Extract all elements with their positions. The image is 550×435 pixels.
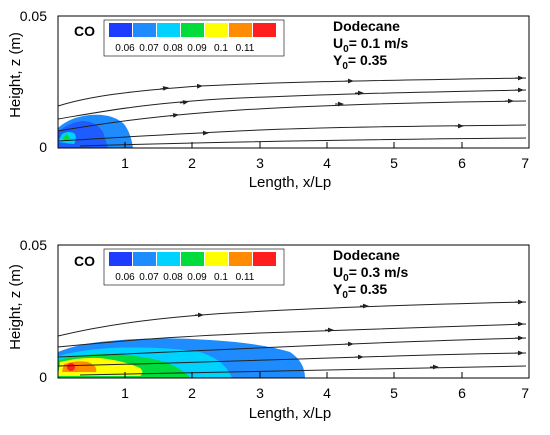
panel-1-u0: U0= 0.1 m/s	[333, 35, 408, 55]
panel-2-xtick-6: 6	[458, 385, 466, 401]
panel-2-legend-level-4: 0.09	[187, 272, 207, 283]
panel-2-streamline-3	[57, 337, 527, 358]
panel-1-legend-level-5: 0.1	[214, 43, 228, 54]
panel-1-legend-variable: CO	[74, 23, 95, 39]
panel-1-xtick-4: 4	[323, 155, 331, 171]
panel-1-legend-level-2: 0.07	[139, 43, 159, 54]
panel-2-plot-frame	[57, 244, 530, 379]
panel-1-legend-swatch-2	[133, 23, 156, 37]
panel-1-legend-swatch-3	[157, 23, 180, 37]
panel-1-xticks	[124, 142, 463, 148]
panel-1-xtick-5: 5	[390, 155, 398, 171]
panel-2-ylabel: Height, z (m)	[7, 264, 24, 350]
panel-2-legend: CO 0.06 0.07 0.08 0.09 0.1 0.11	[74, 248, 285, 286]
panel-1-legend-swatch-4	[181, 23, 204, 37]
panel-1-xlabel: Length, x/Lp	[249, 174, 332, 191]
panel-1-y0: Y0= 0.35	[333, 52, 387, 72]
panel-1-flame-region	[58, 114, 133, 148]
panel-2-streamline-1	[57, 301, 527, 337]
panel-1-legend-swatch-7	[253, 23, 276, 37]
panel-2-legend-swatch-4	[181, 252, 204, 266]
panel-1-legend: CO 0.06 0.07 0.08 0.09 0.1 0.11	[74, 19, 285, 57]
panel-1-legend-swatch-1	[109, 23, 132, 37]
panel-2-legend-level-5: 0.1	[214, 272, 228, 283]
panel-2-xtick-5: 5	[390, 385, 398, 401]
panel-2-ytick-bottom: 0	[39, 369, 47, 385]
panel-2-annotation: Dodecane U0= 0.3 m/s Y0= 0.35	[333, 247, 408, 301]
panel-1-legend-level-1: 0.06	[115, 43, 135, 54]
panel-2-streamline-2	[57, 323, 527, 348]
panel-2-legend-level-6: 0.11	[236, 272, 255, 283]
panel-1: Height, z (m) 0.05 0	[7, 8, 530, 191]
panel-2-legend-swatch-3	[157, 252, 180, 266]
panel-2-fuel: Dodecane	[333, 247, 400, 263]
panel-2-xticks	[124, 372, 463, 378]
panel-2-xtick-3: 3	[256, 385, 264, 401]
panel-1-xtick-6: 6	[458, 155, 466, 171]
panel-1-streamline-1	[57, 77, 527, 107]
panel-2-flame-region	[58, 338, 305, 378]
panel-1-streamlines	[57, 75, 527, 147]
panel-2: Height, z (m) 0.05 0	[7, 237, 530, 422]
panel-1-ytick-bottom: 0	[39, 139, 47, 155]
panel-1-legend-level-4: 0.09	[187, 43, 207, 54]
panel-1-ytick-top: 0.05	[20, 8, 47, 24]
panel-1-legend-swatch-6	[229, 23, 252, 37]
panel-2-streamlines	[57, 299, 527, 376]
panel-1-ylabel: Height, z (m)	[7, 32, 24, 118]
panel-2-legend-swatch-7	[253, 252, 276, 266]
panel-2-legend-level-1: 0.06	[115, 272, 135, 283]
panel-2-xtick-1: 1	[121, 385, 129, 401]
panel-2-xtick-2: 2	[188, 385, 196, 401]
panel-2-xtick-4: 4	[323, 385, 331, 401]
panel-2-legend-swatch-6	[229, 252, 252, 266]
panel-1-xtick-7: 7	[521, 155, 529, 171]
panel-2-legend-swatch-1	[109, 252, 132, 266]
panel-1-xtick-1: 1	[121, 155, 129, 171]
panel-2-legend-swatch-5	[205, 252, 228, 266]
panel-2-legend-variable: CO	[74, 253, 95, 269]
panel-1-streamline-5	[79, 137, 527, 147]
panel-1-xtick-3: 3	[256, 155, 264, 171]
panel-2-ytick-top: 0.05	[20, 237, 47, 253]
panel-1-plot-frame	[57, 15, 530, 149]
panel-1-legend-swatch-5	[205, 23, 228, 37]
panel-1-streamline-3	[57, 100, 527, 132]
panel-1-legend-level-3: 0.08	[163, 43, 183, 54]
panel-2-u0: U0= 0.3 m/s	[333, 264, 408, 284]
panel-1-legend-level-6: 0.11	[236, 43, 255, 54]
panel-2-y0: Y0= 0.35	[333, 281, 387, 301]
panel-1-streamline-2	[57, 89, 527, 120]
panel-1-fuel: Dodecane	[333, 18, 400, 34]
panel-2-legend-level-2: 0.07	[139, 272, 159, 283]
panel-1-xtick-2: 2	[188, 155, 196, 171]
panel-1-annotation: Dodecane U0= 0.1 m/s Y0= 0.35	[333, 18, 408, 72]
panel-2-xlabel: Length, x/Lp	[249, 405, 332, 422]
panel-2-streamline-4	[57, 352, 527, 367]
panel-2-legend-level-3: 0.08	[163, 272, 183, 283]
panel-2-legend-swatch-2	[133, 252, 156, 266]
panel-2-xtick-7: 7	[521, 385, 529, 401]
